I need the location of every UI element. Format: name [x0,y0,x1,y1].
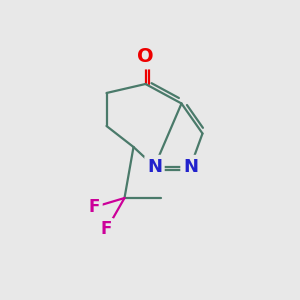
Text: F: F [101,220,112,238]
Text: O: O [137,47,154,67]
Text: N: N [183,158,198,175]
Text: N: N [147,158,162,175]
Text: F: F [89,198,100,216]
